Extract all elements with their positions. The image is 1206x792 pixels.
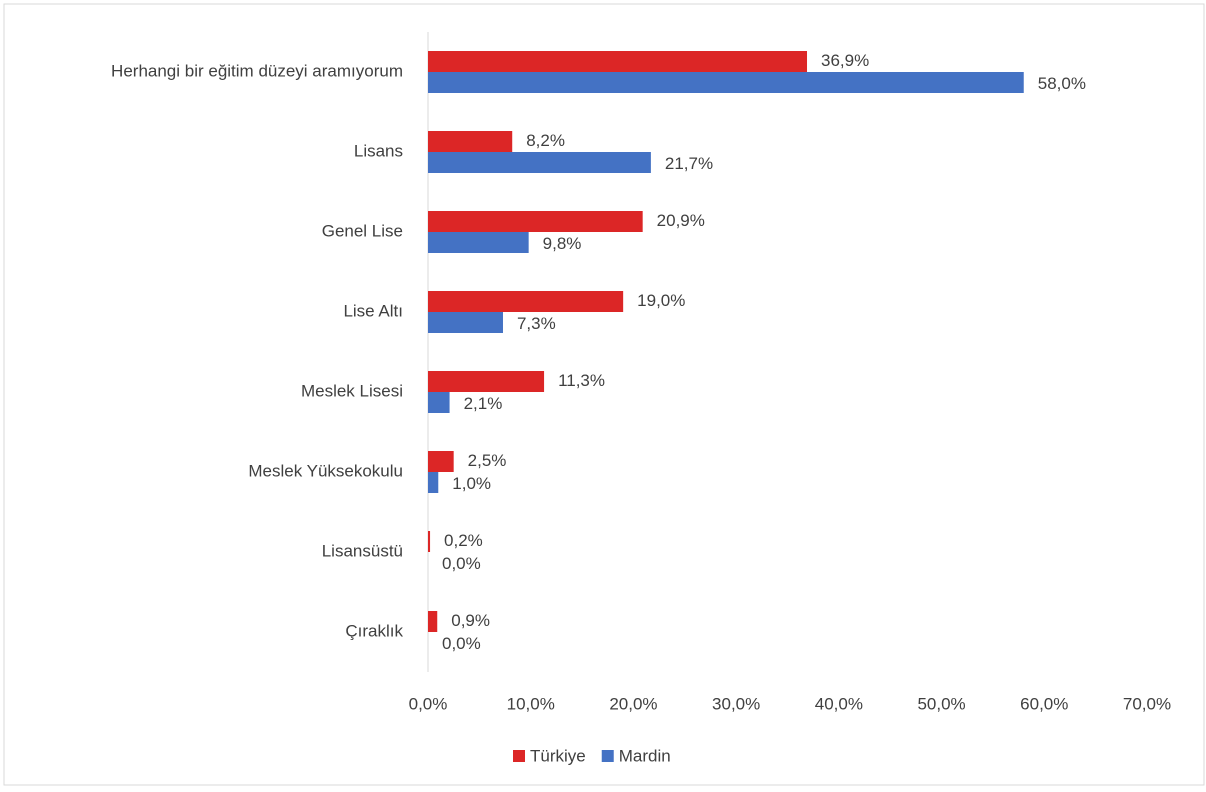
data-label: 2,5% [468,451,507,470]
bar [428,312,503,333]
bar [428,51,808,72]
data-label: 58,0% [1038,74,1086,93]
x-tick-label: 40,0% [815,694,863,713]
data-label: 1,0% [452,474,491,493]
x-tick-label: 0,0% [409,694,448,713]
x-tick-label: 50,0% [917,694,965,713]
data-label: 9,8% [543,234,582,253]
x-tick-label: 60,0% [1020,694,1068,713]
x-tick-label: 30,0% [712,694,760,713]
bar [428,531,431,552]
bar [428,371,545,392]
data-label: 0,0% [442,554,481,573]
data-label: 8,2% [526,131,565,150]
y-tick-label: Meslek Lisesi [301,381,403,400]
bar [428,72,1024,93]
data-label: 19,0% [637,291,685,310]
data-label: 0,2% [444,531,483,550]
data-label: 20,9% [657,211,705,230]
data-label: 21,7% [665,154,713,173]
y-tick-label: Lise Altı [343,301,403,320]
bar [428,211,643,232]
x-tick-label: 70,0% [1123,694,1171,713]
y-tick-label: Çıraklık [345,621,403,640]
bar [428,611,438,632]
y-tick-label: Lisansüstü [322,541,403,560]
data-label: 7,3% [517,314,556,333]
bar [428,451,454,472]
bar [428,152,651,173]
legend-label: Mardin [619,746,671,765]
y-tick-label: Lisans [354,141,403,160]
data-label: 11,3% [558,371,605,390]
x-tick-label: 20,0% [609,694,657,713]
data-label: 2,1% [464,394,503,413]
bar [428,131,513,152]
legend-swatch [601,750,614,762]
y-tick-label: Genel Lise [322,221,403,240]
bar [428,291,624,312]
legend-swatch [513,750,525,762]
data-label: 0,9% [451,611,490,630]
legend-label: Türkiye [530,746,586,765]
bar [428,472,439,493]
bar [428,392,450,413]
bar [428,232,529,253]
data-label: 36,9% [821,51,869,70]
chart-border [3,3,1205,786]
y-tick-label: Meslek Yüksekokulu [248,461,403,480]
x-tick-label: 10,0% [507,694,555,713]
data-label: 0,0% [442,634,481,653]
y-tick-label: Herhangi bir eğitim düzeyi aramıyorum [111,61,403,80]
